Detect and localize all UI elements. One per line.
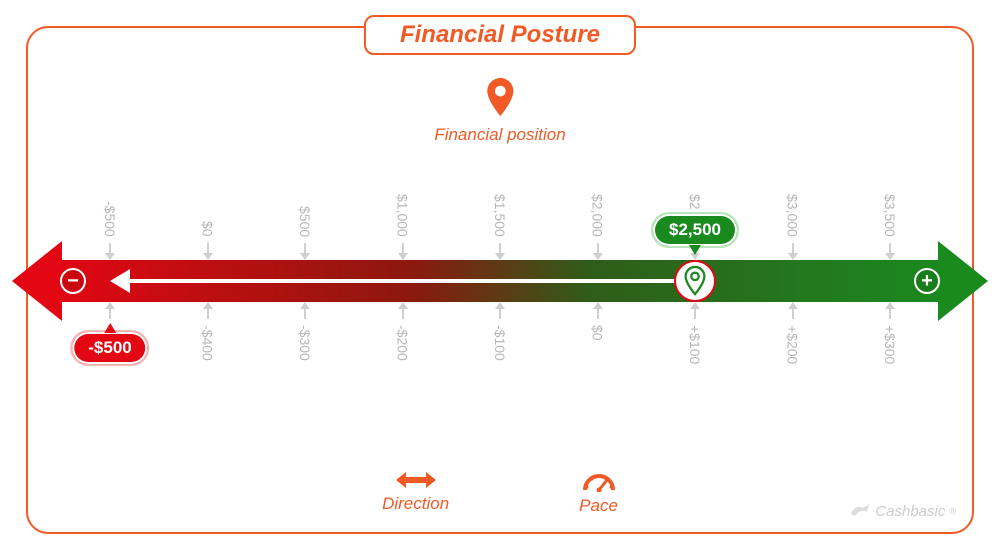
tick-label: $1,000	[395, 194, 411, 237]
scale-top-tick: $1,500	[492, 194, 508, 260]
tick-label: -$200	[395, 325, 411, 361]
legend-direction-label: Direction	[382, 494, 449, 514]
tick-label: $0	[200, 221, 216, 237]
direction-value-bubble: -$500	[70, 330, 149, 366]
tick-label: $0	[590, 325, 606, 341]
pin-outline-icon	[683, 266, 707, 296]
tick-label: $3,500	[882, 194, 898, 237]
current-value-bubble: $2,500	[651, 212, 739, 248]
direction-value-label: -$500	[88, 338, 131, 358]
financial-position-indicator: Financial position	[434, 78, 565, 145]
legend-pace: Pace	[579, 470, 618, 516]
tick-label: -$300	[297, 325, 313, 361]
tick-label: -$100	[492, 325, 508, 361]
scale-top-tick: $0	[200, 221, 216, 260]
scale-bottom-tick: -$400	[200, 302, 216, 361]
position-marker	[674, 260, 716, 302]
legend-direction: Direction	[382, 470, 449, 516]
plus-cap: +	[914, 268, 940, 294]
scale-bottom-tick: -$200	[395, 302, 411, 361]
tick-label: $3,000	[785, 194, 801, 237]
scale-top-tick: $2,000	[590, 194, 606, 260]
tick-label: -$400	[200, 325, 216, 361]
tick-label: +$100	[687, 325, 703, 364]
pin-icon	[485, 78, 515, 116]
tick-label: +$200	[785, 325, 801, 364]
tick-label: $1,500	[492, 194, 508, 237]
scale-top-tick: $500	[297, 206, 313, 260]
scale-top-tick: -$500	[102, 201, 118, 260]
scale-bottom: -$500 -$400 -$300 -$200 -$100 $0 +$100 +$200 +$3…	[50, 302, 950, 412]
scale-top-tick: $3,500	[882, 194, 898, 260]
financial-position-label: Financial position	[434, 125, 565, 145]
trademark: ®	[949, 506, 956, 516]
scale-bottom-tick: +$300	[882, 302, 898, 364]
scale-top-tick: $3,000	[785, 194, 801, 260]
minus-cap: −	[60, 268, 86, 294]
scale-top-tick: $1,000	[395, 194, 411, 260]
scale-bottom-tick: $0	[590, 302, 606, 341]
brand-logo: Cashbasic ®	[849, 502, 956, 520]
tick-label: $500	[297, 206, 313, 237]
gauge-icon	[581, 470, 617, 492]
page-title: Financial Posture	[364, 15, 636, 55]
brand-logo-text: Cashbasic	[875, 503, 945, 520]
tick-label: +$300	[882, 325, 898, 364]
current-value-label: $2,500	[669, 220, 721, 240]
legend-pace-label: Pace	[579, 496, 618, 516]
axis: − +	[50, 260, 950, 302]
scale-bottom-tick: +$200	[785, 302, 801, 364]
scale-bottom-tick: -$100	[492, 302, 508, 361]
tick-label: -$500	[102, 201, 118, 237]
direction-arrow	[128, 279, 695, 283]
logo-icon	[849, 502, 871, 520]
scale-bottom-tick: -$300	[297, 302, 313, 361]
tick-label: $2,000	[590, 194, 606, 237]
double-arrow-icon	[394, 470, 438, 490]
scale-top: -$500 $0 $500 $1,000 $1,500 $2,000 $2,500 $3,00…	[50, 170, 950, 260]
scale-bottom-tick: +$100	[687, 302, 703, 364]
